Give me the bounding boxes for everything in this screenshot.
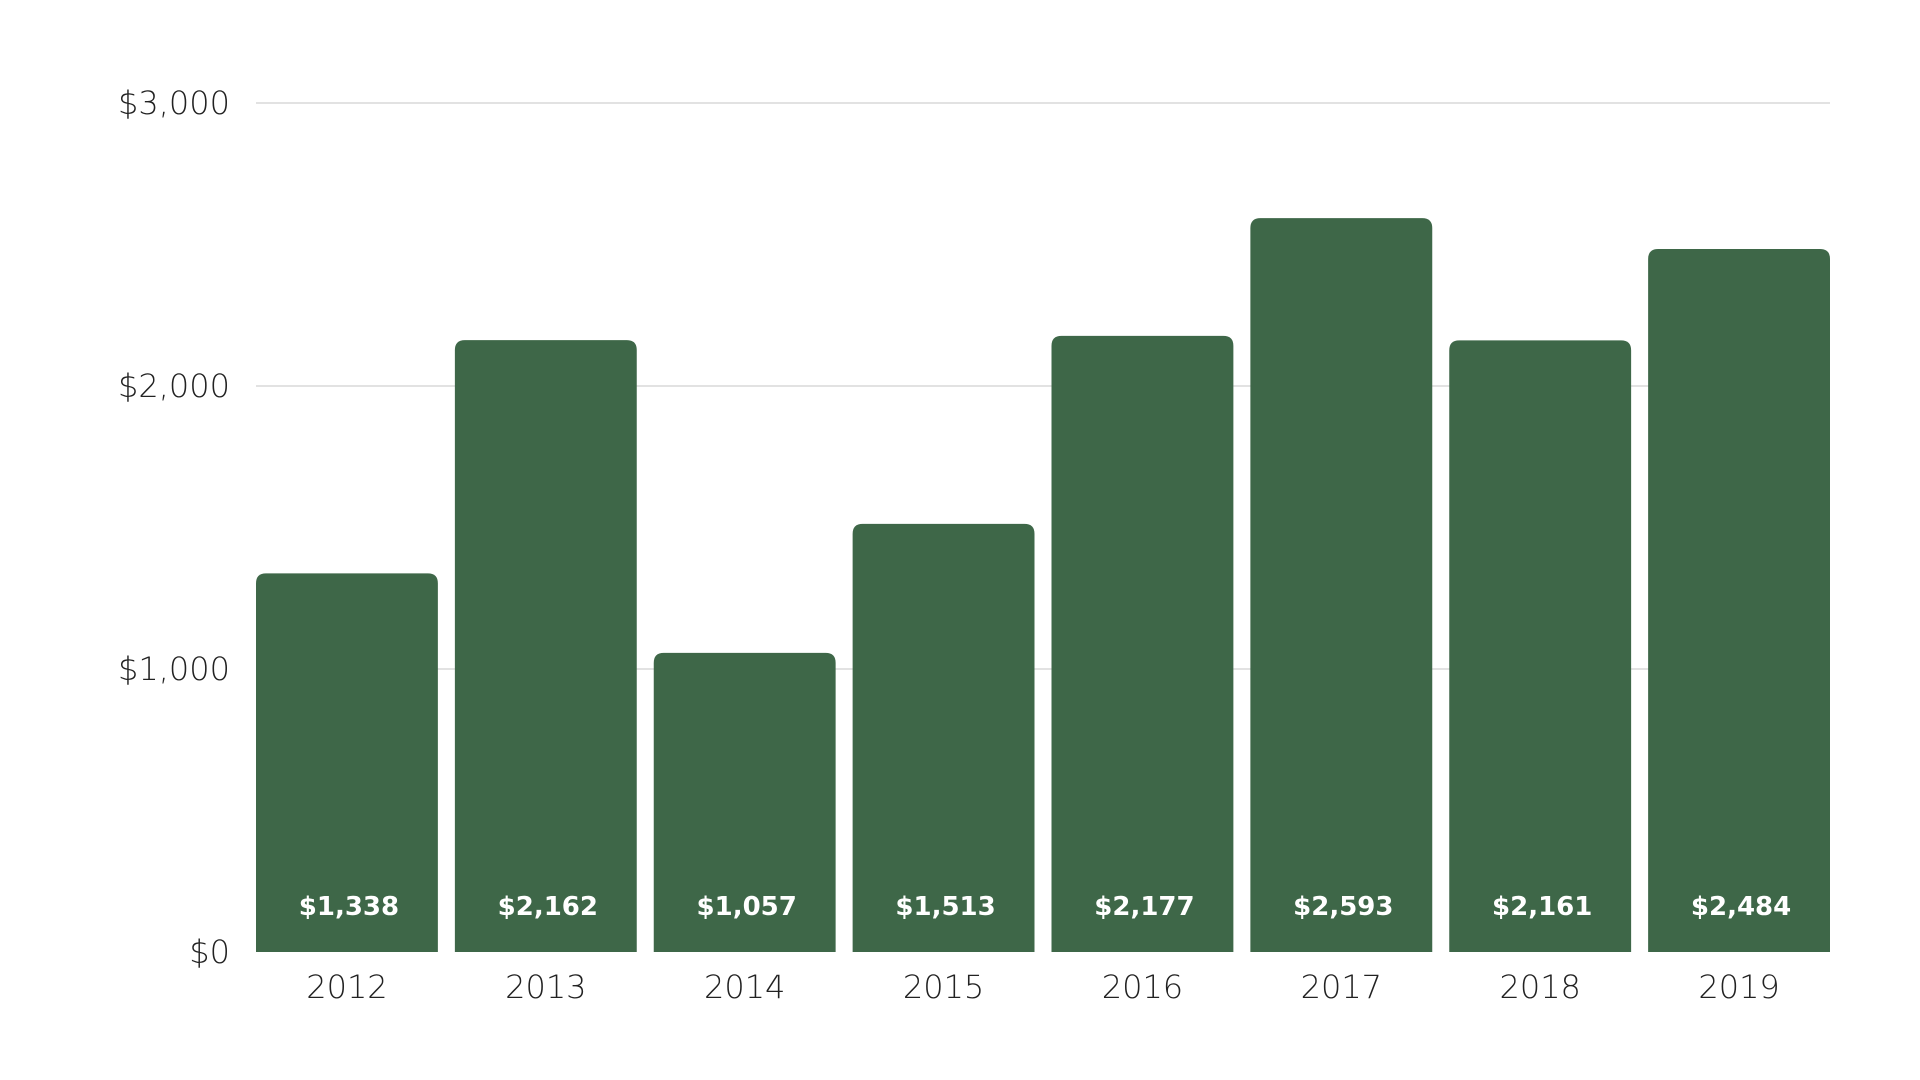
bar-2017: [1250, 218, 1433, 952]
x-tick-label: 2017: [1301, 968, 1382, 1006]
bar-2019: [1648, 249, 1830, 952]
x-axis-tick-labels: 2012 2013 2014 2015 2016 2017 2018 2019: [306, 968, 1780, 1006]
x-tick-label: 2015: [903, 968, 984, 1006]
bar-data-label: $1,338: [299, 892, 399, 922]
bar-2012: [256, 573, 438, 952]
x-tick-label: 2016: [1102, 968, 1183, 1006]
x-tick-label: 2019: [1698, 968, 1779, 1006]
bar-2014: [653, 652, 836, 952]
bar-data-labels: $1,338 $2,162 $1,057 $1,513 $2,177 $2,593 $2,1…: [299, 892, 1791, 922]
bar-data-label: $1,513: [895, 892, 995, 922]
bar-data-label: $1,057: [697, 892, 797, 922]
x-tick-label: 2012: [306, 968, 387, 1006]
bars: [256, 218, 1830, 952]
bar-data-label: $2,593: [1293, 892, 1393, 922]
y-tick-label: $2,000: [118, 367, 230, 405]
bar-2018: [1449, 340, 1632, 952]
y-tick-label: $1,000: [118, 650, 230, 688]
bar-2015: [852, 523, 1035, 952]
bar-data-label: $2,484: [1691, 892, 1791, 922]
y-tick-label: $0: [189, 933, 230, 971]
y-tick-label: $3,000: [118, 84, 230, 122]
bar-data-label: $2,161: [1492, 892, 1592, 922]
bar-2016: [1051, 335, 1234, 952]
bar-data-label: $2,162: [498, 892, 598, 922]
x-tick-label: 2014: [704, 968, 785, 1006]
bar-2013: [454, 340, 637, 952]
y-axis-tick-labels: $0 $1,000 $2,000 $3,000: [118, 84, 230, 971]
bar-data-label: $2,177: [1094, 892, 1194, 922]
x-tick-label: 2013: [505, 968, 586, 1006]
x-tick-label: 2018: [1499, 968, 1580, 1006]
